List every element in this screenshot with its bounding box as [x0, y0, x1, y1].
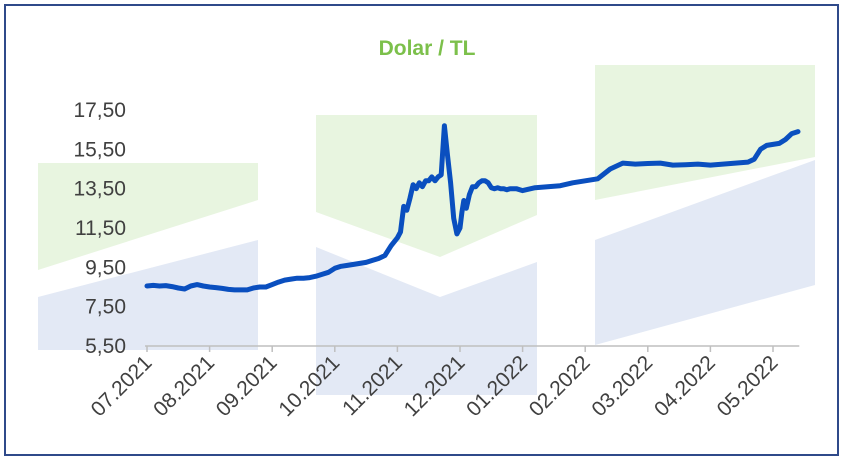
watermark-green-right — [595, 65, 815, 200]
x-tick-label: 09.2021 — [212, 351, 282, 421]
x-tick-label: 05.2022 — [713, 351, 783, 421]
watermark-blue-left — [38, 240, 258, 350]
y-tick-label: 11,50 — [75, 217, 126, 240]
x-tick-label: 07.2021 — [87, 351, 157, 421]
y-tick-label: 9,50 — [85, 256, 126, 279]
watermark-blue-mid — [316, 247, 537, 395]
watermark-blue-right — [595, 160, 815, 345]
x-tick-label: 03.2022 — [587, 351, 657, 421]
chart-title: Dolar / TL — [379, 37, 476, 60]
y-axis-ticks: 5,50 7,50 9,50 11,50 13,50 15,50 17,50 — [73, 99, 126, 358]
series-line — [144, 123, 801, 293]
y-tick-label: 5,50 — [85, 335, 126, 358]
y-tick-label: 7,50 — [85, 296, 126, 319]
y-tick-label: 13,50 — [73, 178, 126, 201]
x-tick-label: 08.2021 — [149, 351, 219, 421]
y-tick-label: 15,50 — [73, 138, 126, 161]
watermark — [38, 65, 815, 395]
y-tick-label: 17,50 — [73, 99, 126, 122]
x-tick-label: 04.2022 — [650, 351, 720, 421]
watermark-green-left — [38, 163, 258, 270]
watermark-green-mid — [316, 115, 537, 257]
